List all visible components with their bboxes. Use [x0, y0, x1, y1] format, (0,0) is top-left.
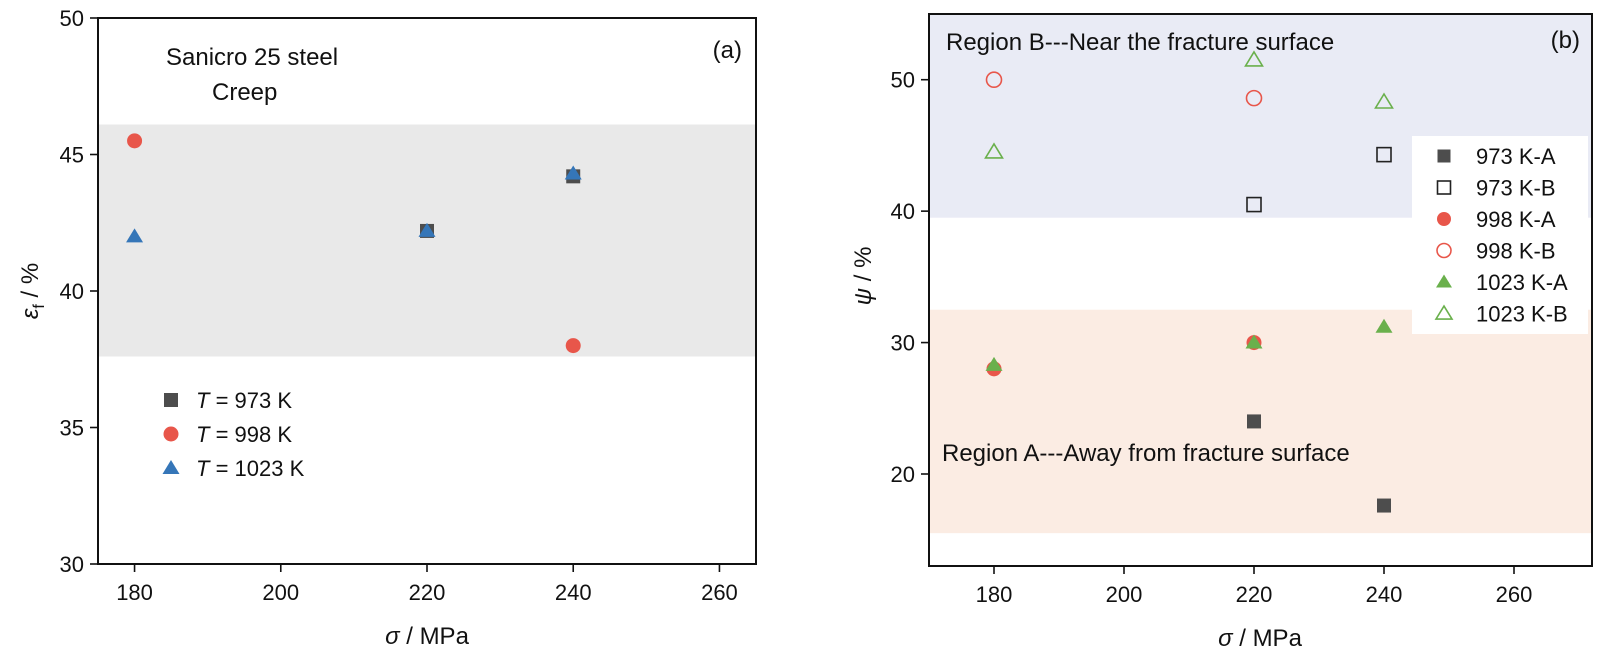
- legend-label: 973 K-A: [1476, 144, 1556, 169]
- y-tick-label: 30: [60, 552, 84, 577]
- panel-b-y-axis-title: ψ / %: [850, 247, 877, 306]
- data-point: [1247, 414, 1261, 429]
- legend-label: T = 998 K: [196, 422, 292, 447]
- x-tick-label: 240: [555, 580, 592, 605]
- data-point: [1245, 334, 1263, 349]
- legend-marker: [1436, 274, 1452, 288]
- legend-label: T = 1023 K: [196, 456, 305, 481]
- panel-b-legend-box: [1412, 136, 1588, 334]
- y-tick-label: 40: [60, 279, 84, 304]
- data-point: [126, 228, 144, 243]
- x-tick-label: 220: [409, 580, 446, 605]
- panel-a-chart: 180 200 220 240 260 30 35 40 45 50 (a) Sanicro 2…: [17, 6, 757, 650]
- legend-symbol: T: [196, 456, 211, 481]
- data-point: [985, 356, 1003, 371]
- data-point: [418, 222, 436, 237]
- y-axis-symbol: ε: [17, 308, 44, 319]
- data-point: [565, 338, 581, 354]
- panel-b-legend: 973 K-A 973 K-B 998 K-A 998 K-B 1023 K-A 1023…: [1412, 136, 1588, 334]
- legend-text: = 973 K: [209, 388, 292, 413]
- legend-text: = 998 K: [209, 422, 292, 447]
- y-axis-subscript: f: [31, 304, 48, 309]
- legend-marker: [1436, 180, 1452, 195]
- y-axis-symbol: ψ: [850, 288, 877, 305]
- data-point: [984, 142, 1004, 159]
- panel-b-y-ticks: 20 30 40 50: [891, 68, 929, 487]
- data-point: [564, 165, 582, 180]
- legend-marker: [162, 459, 180, 474]
- y-tick-label: 40: [891, 199, 915, 224]
- data-point: [1377, 498, 1391, 513]
- legend-symbol: T: [196, 388, 211, 413]
- x-axis-symbol: σ: [1218, 625, 1234, 652]
- legend-label: 1023 K-B: [1476, 302, 1568, 327]
- legend-label: T = 973 K: [196, 388, 292, 413]
- x-tick-label: 200: [262, 580, 299, 605]
- legend-symbol: T: [196, 422, 211, 447]
- panel-a-legend: T = 973 KT = 998 KT = 1023 K: [162, 388, 305, 481]
- panel-a-y-axis-title: εf / %: [17, 263, 48, 319]
- x-tick-label: 180: [976, 582, 1013, 607]
- panel-b-x-ticks: 180 200 220 240 260: [976, 566, 1533, 607]
- data-point: [1244, 50, 1264, 67]
- legend-label: 998 K-B: [1476, 239, 1556, 264]
- legend-marker: [1437, 149, 1451, 163]
- panel-a-x-axis-title: σ / MPa: [385, 623, 469, 650]
- y-axis-unit: / %: [850, 247, 877, 288]
- y-tick-label: 35: [60, 416, 84, 441]
- panel-b-x-axis-title: σ / MPa: [1218, 625, 1302, 652]
- x-axis-symbol: σ: [385, 623, 401, 650]
- x-tick-label: 200: [1106, 582, 1143, 607]
- data-point: [985, 71, 1003, 89]
- data-point: [127, 133, 143, 149]
- y-tick-label: 45: [60, 143, 84, 168]
- x-tick-label: 260: [1496, 582, 1533, 607]
- legend-marker: [1437, 212, 1451, 226]
- legend-marker: [1436, 242, 1452, 259]
- panel-a-data-points: [126, 133, 582, 354]
- data-point: [1245, 89, 1263, 107]
- x-tick-label: 260: [701, 580, 738, 605]
- panel-b-chart: 180 200 220 240 260 20 30 40 50 Region B---Near…: [850, 13, 1593, 652]
- panel-a-background-band: [99, 124, 755, 357]
- panel-b-label: (b): [1551, 27, 1580, 54]
- y-axis-unit: / %: [17, 263, 44, 304]
- x-tick-label: 180: [116, 580, 153, 605]
- y-tick-label: 30: [891, 331, 915, 356]
- legend-label: 973 K-B: [1476, 176, 1556, 201]
- panel-b-region-a-label: Region A---Away from fracture surface: [942, 440, 1350, 467]
- panel-a-annotation-test: Creep: [212, 79, 277, 106]
- panel-b-data-points: [984, 50, 1394, 513]
- legend-marker: [163, 426, 179, 442]
- legend-text: = 1023 K: [209, 456, 304, 481]
- y-tick-label: 50: [891, 68, 915, 93]
- panel-b-plot-frame: [928, 13, 1593, 567]
- x-tick-label: 220: [1236, 582, 1273, 607]
- panel-a-x-ticks: 180 200 220 240 260: [116, 564, 738, 605]
- legend-label: 1023 K-A: [1476, 270, 1568, 295]
- panel-a-y-ticks: 30 35 40 45 50: [60, 6, 98, 577]
- panel-b-region-b-label: Region B---Near the fracture surface: [946, 29, 1334, 56]
- x-tick-label: 240: [1366, 582, 1403, 607]
- legend-label: 998 K-A: [1476, 207, 1556, 232]
- legend-marker: [164, 393, 178, 407]
- data-point: [1374, 92, 1394, 109]
- data-point: [1246, 196, 1262, 213]
- data-point: [1375, 318, 1393, 333]
- panel-a-label: (a): [713, 37, 742, 64]
- y-tick-label: 20: [891, 462, 915, 487]
- x-axis-unit: / MPa: [400, 623, 470, 650]
- x-axis-unit: / MPa: [1233, 625, 1303, 652]
- panel-a-annotation-material: Sanicro 25 steel: [166, 44, 338, 71]
- data-point: [1376, 146, 1392, 163]
- y-tick-label: 50: [60, 6, 84, 31]
- legend-marker: [1434, 304, 1454, 320]
- scatter-band: [99, 124, 755, 357]
